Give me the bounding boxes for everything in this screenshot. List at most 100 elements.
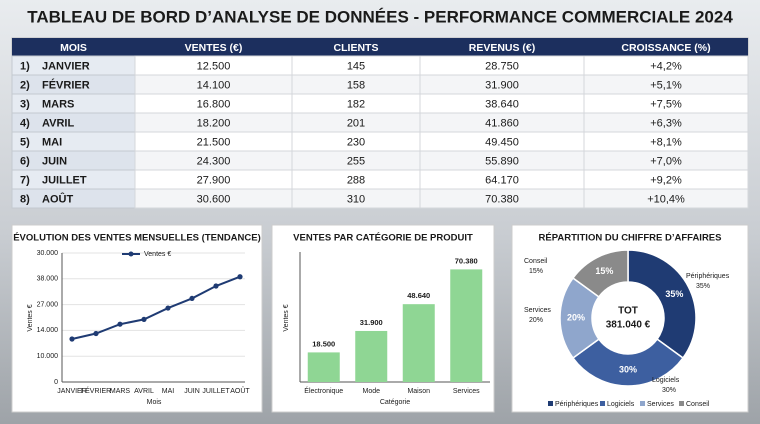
y-tick-label: 0 [54,379,58,386]
cell-value: 70.380 [485,193,519,205]
chart-title: ÉVOLUTION DES VENTES MENSUELLES (TENDANC… [13,233,261,244]
cell-value: 255 [347,155,365,167]
month: JUIN [42,155,67,167]
point [237,274,243,280]
legend-swatch [679,401,684,406]
month: AOÛT [42,192,73,205]
x-tick-label: AOÛT [230,386,250,395]
y-tick-label: 14.000 [37,327,59,334]
row-number: 8) [20,193,30,205]
point [69,336,75,342]
line [71,275,241,340]
cell-value: 27.900 [197,174,231,186]
cell-value: +4,2% [650,60,682,72]
slice-label: 30% [619,364,637,374]
bar [355,330,388,382]
month: AVRIL [42,117,74,129]
cell-value: 18.200 [197,117,231,129]
y-tick-label: 30.000 [37,250,59,257]
y-tick-label: 27.000 [37,301,59,308]
table-header [12,38,748,56]
legend-label: Services [647,401,674,408]
value-label: 48.640 [407,291,430,300]
x-tick-label: Maison [407,388,430,395]
cell-value: +7,5% [650,98,682,110]
center-label: TOT [618,306,638,317]
column-header: CLIENTS [334,42,379,54]
point [117,321,123,327]
cell-value: 12.500 [197,60,231,72]
cell-value: 182 [347,98,365,110]
outside-value: 30% [662,387,676,394]
cell-value: 30.600 [197,193,231,205]
cell-value: 49.450 [485,136,519,148]
outside-value: 15% [529,268,543,275]
page-title: TABLEAU DE BORD D’ANALYSE DE DONNÉES - P… [27,7,733,26]
value-label: 31.900 [360,318,383,327]
month: MAI [42,136,62,148]
x-axis-label: Catégorie [380,399,410,406]
cell-value: +10,4% [647,193,685,205]
month: JANVIER [42,60,90,72]
month: MARS [42,98,74,110]
cell-value: 31.900 [485,79,519,91]
bar [450,269,483,382]
x-tick-label: AVRIL [134,388,154,395]
row-number: 6) [20,155,30,167]
y-tick-label: 10.000 [37,353,59,360]
point [189,295,195,302]
cell-value: 38.640 [485,98,519,110]
month-cell [11,150,136,171]
row-number: 2) [20,79,30,91]
x-tick-label: MAI [162,388,175,395]
column-header: REVENUS (€) [469,42,536,54]
cell-value: +5,1% [650,79,682,91]
row-number: 4) [20,117,30,129]
outside-category: Périphériques [686,273,730,280]
legend-label: Conseil [686,401,710,408]
outside-category: Logiciels [652,377,680,384]
month: JUILLET [42,174,87,186]
cell-value: 41.860 [485,117,519,129]
outside-category: Services [524,307,551,314]
legend-swatch [600,401,605,406]
slice-label: 35% [665,289,683,299]
x-axis-label: Mois [147,399,162,406]
panel [11,224,263,413]
cell-value: 14.100 [197,79,231,91]
slice [571,249,629,298]
cell-value: 16.800 [197,98,231,110]
cell-value: 55.890 [485,155,519,167]
cell-value: +6,3% [650,117,682,129]
cell-value: +9,2% [650,174,682,186]
slice-label: 20% [567,312,585,322]
legend-marker [128,251,134,257]
bar [402,304,435,382]
x-tick-label: Électronique [304,386,343,395]
point [141,316,147,322]
cell-value: 158 [347,79,365,91]
row-number: 7) [20,174,30,186]
x-tick-label: Mode [362,388,380,395]
column-header: CROISSANCE (%) [621,42,710,54]
outside-value: 20% [529,317,543,324]
cell-value: 288 [347,174,365,186]
month-cell [11,131,136,152]
month: FÉVRIER [42,78,90,91]
x-tick-label: FÉVRIER [81,386,111,395]
point [93,330,99,337]
slice [571,338,685,387]
row-number: 5) [20,136,30,148]
row-number: 1) [20,60,30,72]
legend-swatch [548,401,553,406]
x-tick-label: MARS [110,388,131,395]
outside-category: Conseil [524,258,548,265]
x-tick-label: Services [453,388,480,395]
point [165,305,171,311]
cell-value: 201 [347,117,365,129]
legend-label: Logiciels [607,401,635,408]
x-tick-label: JANVIER [57,388,87,395]
slice [627,249,697,360]
value-label: 70.380 [455,256,478,265]
